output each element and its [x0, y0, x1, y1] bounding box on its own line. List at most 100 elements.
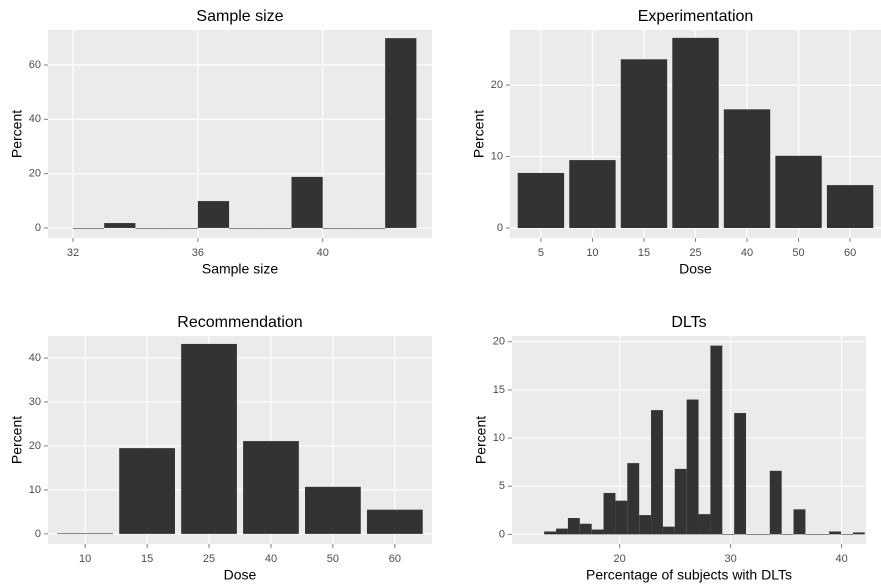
histogram-bar	[710, 345, 723, 535]
bar	[243, 441, 299, 534]
histogram-bar	[722, 534, 735, 535]
histogram-bar	[197, 201, 230, 228]
bar	[305, 486, 361, 534]
histogram-bar	[166, 227, 198, 229]
y-axis-title: Percent	[9, 110, 25, 158]
x-tick-label: 40	[265, 553, 277, 565]
histogram-bar	[757, 534, 770, 535]
y-tick-label: 10	[29, 484, 41, 496]
histogram-bar	[817, 534, 830, 535]
histogram-bar	[615, 500, 628, 535]
y-tick-label: 0	[497, 222, 503, 234]
histogram-bar	[852, 532, 865, 535]
bar	[723, 109, 771, 228]
chart-title: Recommendation	[177, 314, 302, 331]
y-tick-label: 30	[29, 396, 41, 408]
histogram-bar	[567, 518, 580, 535]
histogram-bar	[556, 528, 568, 535]
histogram-bar	[686, 399, 699, 535]
y-tick-label: 0	[499, 528, 505, 540]
histogram-bar	[651, 410, 663, 535]
x-tick-label: 40	[741, 247, 753, 259]
histogram-bar	[544, 531, 557, 535]
x-tick-label: 60	[389, 553, 401, 565]
panel-background	[48, 30, 432, 238]
histogram-bar	[781, 534, 794, 535]
x-axis-title: Dose	[679, 261, 712, 277]
histogram-bar	[841, 534, 853, 535]
bar	[517, 172, 565, 228]
histogram-bar	[591, 529, 604, 535]
x-tick-label: 10	[79, 553, 91, 565]
x-axis-title: Dose	[224, 567, 257, 583]
histogram-bar	[639, 515, 652, 535]
histogram-bar	[627, 463, 640, 535]
y-tick-label: 10	[491, 150, 503, 162]
y-tick-label: 60	[29, 59, 41, 71]
y-tick-label: 40	[29, 352, 41, 364]
histogram-bar	[698, 514, 711, 535]
x-tick-label: 60	[844, 247, 856, 259]
x-tick-label: 25	[203, 553, 215, 565]
chart-title: DLTs	[671, 314, 706, 331]
histogram-bar	[662, 526, 675, 535]
y-tick-label: 0	[35, 528, 41, 540]
bar	[366, 509, 423, 534]
chart-title: Experimentation	[638, 8, 754, 25]
x-tick-label: 50	[792, 247, 804, 259]
histogram-bar	[734, 413, 747, 535]
x-tick-label: 20	[614, 553, 626, 565]
bar	[672, 37, 719, 228]
x-axis-title: Percentage of subjects with DLTs	[586, 567, 792, 583]
y-tick-label: 20	[29, 440, 41, 452]
panel-background	[48, 336, 432, 544]
bar	[57, 533, 114, 535]
y-tick-label: 5	[499, 480, 505, 492]
y-tick-label: 20	[29, 168, 41, 180]
x-tick-label: 25	[689, 247, 701, 259]
bar	[826, 185, 874, 228]
bar	[620, 59, 668, 228]
chart-title: Sample size	[196, 8, 283, 25]
histogram-bar	[104, 223, 136, 228]
histogram-bar	[603, 492, 616, 535]
x-tick-label: 40	[835, 553, 847, 565]
histogram-bar	[805, 534, 818, 535]
histogram-bar	[291, 176, 323, 228]
y-tick-label: 15	[493, 384, 505, 396]
x-tick-label: 40	[317, 247, 329, 259]
y-tick-label: 0	[35, 222, 41, 234]
y-tick-label: 10	[493, 432, 505, 444]
histogram-bar	[769, 470, 782, 535]
histogram-bar	[322, 227, 354, 229]
bar	[119, 448, 175, 534]
histogram-bar	[793, 509, 806, 535]
y-axis-title: Percent	[9, 416, 25, 464]
histogram-bar	[260, 227, 292, 229]
x-tick-label: 10	[586, 247, 598, 259]
x-tick-label: 15	[638, 247, 650, 259]
x-tick-label: 5	[538, 247, 544, 259]
y-axis-title: Percent	[473, 416, 489, 464]
y-tick-label: 40	[29, 113, 41, 125]
bar	[775, 155, 822, 228]
y-tick-label: 20	[493, 336, 505, 348]
histogram-bar	[579, 523, 592, 535]
x-tick-label: 15	[141, 553, 153, 565]
histogram-bar	[674, 468, 687, 535]
x-axis-title: Sample size	[202, 261, 278, 277]
x-tick-label: 32	[67, 247, 79, 259]
histogram-bar	[746, 534, 758, 535]
histogram-bar	[385, 38, 417, 228]
y-tick-label: 20	[491, 79, 503, 91]
bar	[181, 343, 237, 534]
histogram-bar	[72, 227, 105, 229]
y-axis-title: Percent	[471, 110, 487, 158]
x-tick-label: 36	[192, 247, 204, 259]
x-tick-label: 30	[724, 553, 736, 565]
bar	[569, 160, 616, 228]
histogram-bar	[829, 531, 842, 535]
histogram-bar	[229, 227, 261, 229]
histogram-bar	[353, 227, 386, 229]
